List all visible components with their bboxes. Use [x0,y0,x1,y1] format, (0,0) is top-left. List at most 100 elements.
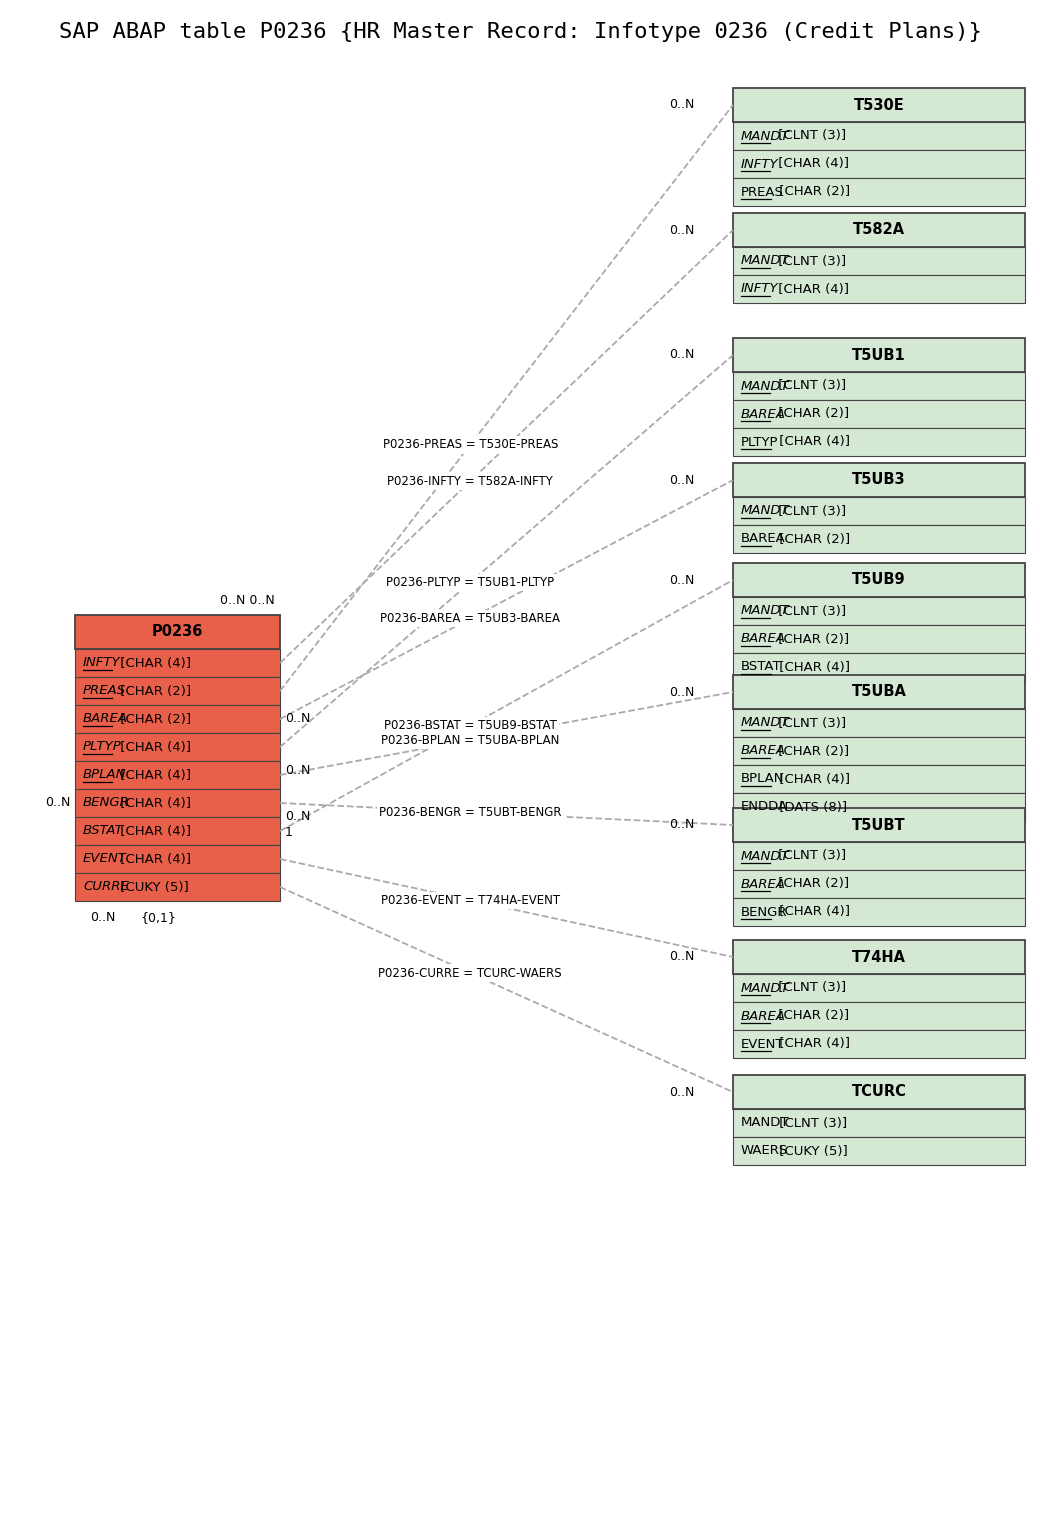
Text: MANDT: MANDT [740,982,789,994]
Text: P0236-PREAS = T530E-PREAS: P0236-PREAS = T530E-PREAS [383,439,557,451]
FancyBboxPatch shape [75,844,280,873]
FancyBboxPatch shape [733,463,1025,496]
Text: PREAS: PREAS [83,684,126,697]
Text: PLTYP: PLTYP [740,436,779,448]
Text: [CHAR (4)]: [CHAR (4)] [115,740,190,753]
Text: 0..N 0..N: 0..N 0..N [220,595,275,607]
FancyBboxPatch shape [733,710,1025,737]
Text: BAREA: BAREA [740,1009,786,1023]
FancyBboxPatch shape [733,428,1025,455]
Text: 0..N: 0..N [670,573,695,587]
Text: P0236-BAREA = T5UB3-BAREA: P0236-BAREA = T5UB3-BAREA [381,613,561,625]
Text: T74HA: T74HA [852,950,906,964]
FancyBboxPatch shape [733,1109,1025,1136]
Text: BAREA: BAREA [740,533,786,546]
FancyBboxPatch shape [733,150,1025,179]
Text: MANDT: MANDT [740,605,789,617]
Text: [CHAR (2)]: [CHAR (2)] [774,744,849,758]
Text: MANDT: MANDT [740,130,789,142]
Text: [CHAR (4)]: [CHAR (4)] [774,283,849,295]
Text: BAREA: BAREA [740,878,786,891]
FancyBboxPatch shape [75,614,280,649]
Text: P0236-EVENT = T74HA-EVENT: P0236-EVENT = T74HA-EVENT [381,894,560,906]
FancyBboxPatch shape [733,940,1025,974]
FancyBboxPatch shape [733,870,1025,899]
Text: P0236-PLTYP = T5UB1-PLTYP: P0236-PLTYP = T5UB1-PLTYP [386,576,554,589]
Text: [CHAR (4)]: [CHAR (4)] [115,657,190,669]
Text: [CHAR (4)]: [CHAR (4)] [115,852,190,865]
Text: [CHAR (2)]: [CHAR (2)] [774,407,849,421]
Text: BPLAN: BPLAN [740,773,784,785]
FancyBboxPatch shape [75,761,280,788]
FancyBboxPatch shape [733,808,1025,843]
FancyBboxPatch shape [733,247,1025,275]
FancyBboxPatch shape [733,974,1025,1002]
Text: 0..N: 0..N [670,348,695,362]
Text: [CHAR (4)]: [CHAR (4)] [115,825,190,838]
Text: 0..N: 0..N [285,764,310,778]
Text: [CHAR (2)]: [CHAR (2)] [775,186,850,198]
Text: T5UB1: T5UB1 [852,348,906,363]
FancyBboxPatch shape [733,88,1025,123]
FancyBboxPatch shape [733,899,1025,926]
Text: ENDDA: ENDDA [740,800,788,814]
Text: 0..N: 0..N [285,713,310,726]
Text: [CHAR (4)]: [CHAR (4)] [775,1038,850,1050]
Text: 0..N: 0..N [670,685,695,699]
Text: 0..N: 0..N [670,950,695,964]
Text: {0,1}: {0,1} [140,911,176,924]
Text: [CLNT (3)]: [CLNT (3)] [774,717,846,729]
Text: [DATS (8)]: [DATS (8)] [775,800,848,814]
Text: INFTY: INFTY [83,657,121,669]
Text: [CHAR (2)]: [CHAR (2)] [775,533,850,546]
Text: P0236-BPLAN = T5UBA-BPLAN: P0236-BPLAN = T5UBA-BPLAN [381,734,560,746]
FancyBboxPatch shape [733,525,1025,552]
FancyBboxPatch shape [75,732,280,761]
FancyBboxPatch shape [733,496,1025,525]
Text: MANDT: MANDT [740,254,789,268]
Text: [CUKY (5)]: [CUKY (5)] [775,1144,848,1157]
FancyBboxPatch shape [733,843,1025,870]
Text: [CHAR (2)]: [CHAR (2)] [774,878,849,891]
FancyBboxPatch shape [733,675,1025,710]
Text: [CHAR (2)]: [CHAR (2)] [774,632,849,646]
Text: [CLNT (3)]: [CLNT (3)] [774,504,846,517]
Text: 0..N: 0..N [670,98,695,112]
Text: TCURC: TCURC [852,1085,907,1100]
FancyBboxPatch shape [733,737,1025,766]
FancyBboxPatch shape [733,1136,1025,1165]
FancyBboxPatch shape [75,649,280,676]
Text: [CHAR (4)]: [CHAR (4)] [775,773,850,785]
FancyBboxPatch shape [733,793,1025,822]
Text: T5UB9: T5UB9 [852,572,906,587]
Text: T5UBT: T5UBT [852,817,906,832]
Text: BAREA: BAREA [740,744,786,758]
Text: BAREA: BAREA [740,407,786,421]
Text: WAERS: WAERS [740,1144,788,1157]
Text: T5UB3: T5UB3 [852,472,906,487]
FancyBboxPatch shape [733,625,1025,654]
Text: PREAS: PREAS [740,186,784,198]
Text: P0236-CURRE = TCURC-WAERS: P0236-CURRE = TCURC-WAERS [379,967,562,979]
Text: T5UBA: T5UBA [852,684,907,699]
Text: BSTAT: BSTAT [740,661,782,673]
FancyBboxPatch shape [733,1076,1025,1109]
Text: P0236-INFTY = T582A-INFTY: P0236-INFTY = T582A-INFTY [387,475,553,487]
FancyBboxPatch shape [733,1030,1025,1058]
Text: [CUKY (5)]: [CUKY (5)] [115,881,188,894]
Text: [CHAR (2)]: [CHAR (2)] [115,713,190,726]
FancyBboxPatch shape [75,873,280,902]
Text: MANDT: MANDT [740,849,789,862]
Text: [CLNT (3)]: [CLNT (3)] [775,1117,848,1130]
Text: MANDT: MANDT [740,1117,789,1130]
FancyBboxPatch shape [733,337,1025,372]
FancyBboxPatch shape [733,1002,1025,1030]
Text: 0..N: 0..N [90,911,115,924]
Text: T530E: T530E [854,97,905,112]
Text: P0236: P0236 [152,625,203,640]
FancyBboxPatch shape [733,123,1025,150]
FancyBboxPatch shape [733,372,1025,399]
Text: [CLNT (3)]: [CLNT (3)] [774,130,846,142]
FancyBboxPatch shape [75,705,280,732]
Text: 0..N: 0..N [670,224,695,236]
